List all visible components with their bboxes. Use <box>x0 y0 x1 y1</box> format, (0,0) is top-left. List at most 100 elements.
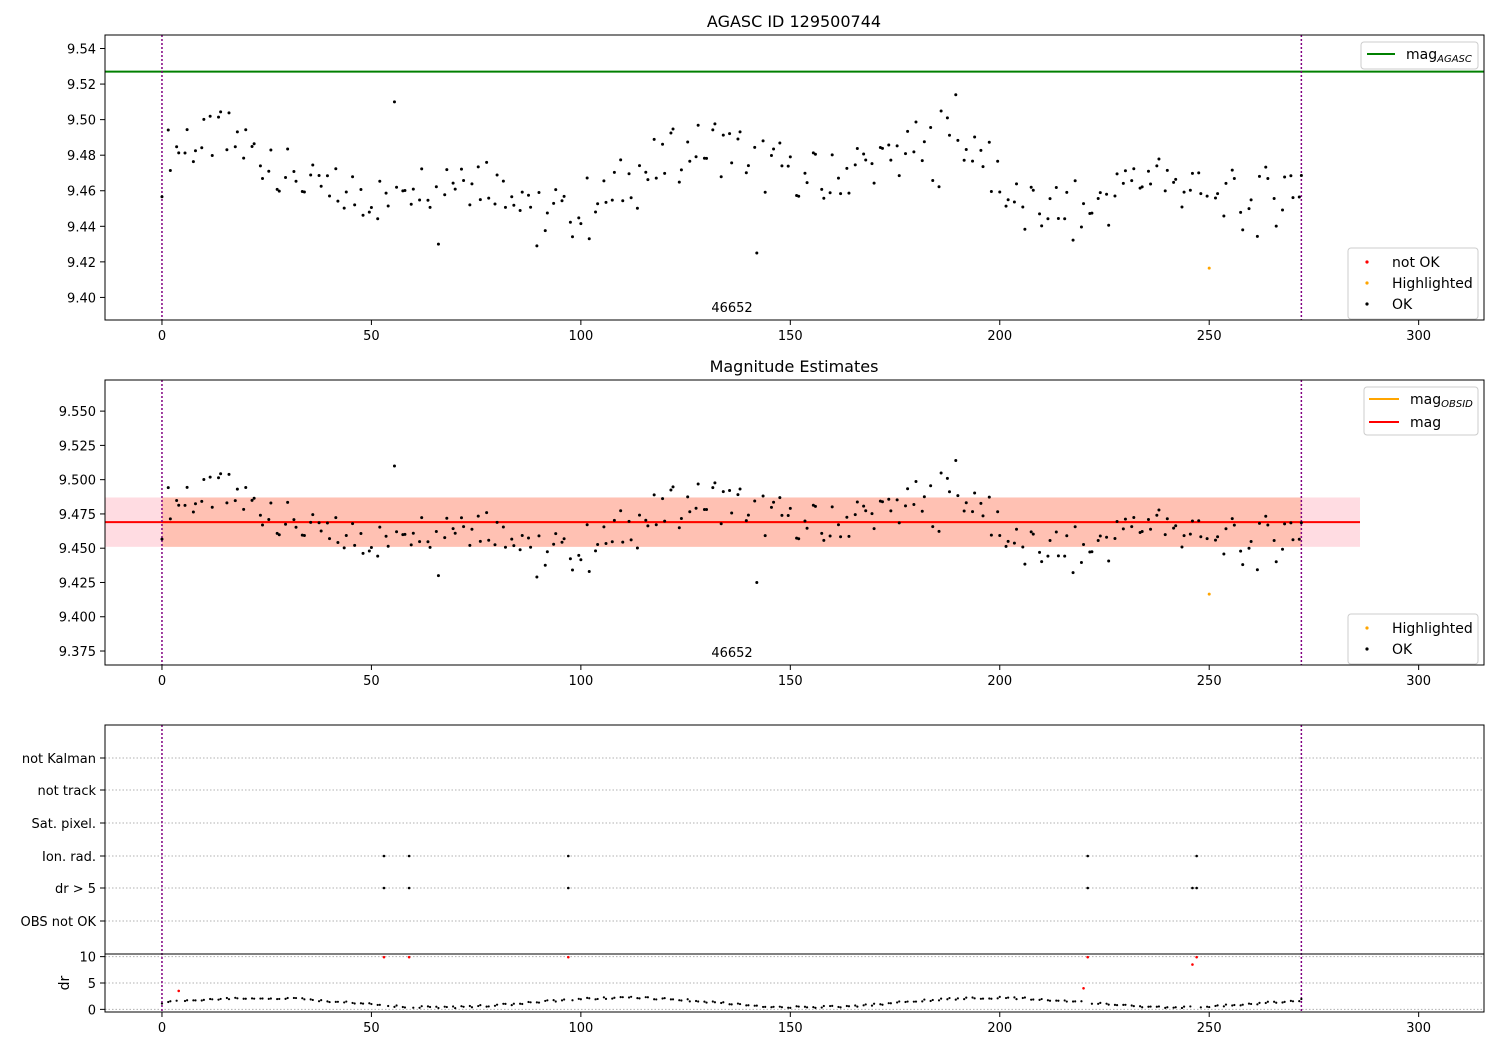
agasc-data-point <box>1224 181 1228 185</box>
dr-point <box>1172 1006 1175 1009</box>
dr-point <box>420 1005 423 1008</box>
magnitude-data-point <box>945 476 949 480</box>
magnitude-data-point <box>361 551 365 555</box>
dr-point <box>820 1006 823 1009</box>
agasc-data-point <box>661 142 665 146</box>
agasc-data-point <box>1040 224 1044 228</box>
dr-point <box>1149 1005 1152 1008</box>
magnitude-data-point <box>761 494 765 498</box>
agasc-data-point <box>845 166 849 170</box>
dr-point <box>619 995 622 999</box>
agasc-data-point <box>862 152 866 156</box>
magnitude-data-point <box>1123 517 1127 521</box>
dr-point <box>577 997 580 1000</box>
dr-point <box>898 1000 901 1003</box>
dr-ytick-label: 0 <box>88 1003 96 1018</box>
dr-point <box>881 1003 884 1006</box>
dr-point <box>1038 998 1041 1001</box>
dr-point <box>426 1005 430 1008</box>
magnitude-data-point <box>242 507 246 511</box>
agasc-xtick-label: 150 <box>778 329 803 344</box>
magnitude-data-point <box>728 488 732 492</box>
magnitude-data-point <box>1174 524 1178 528</box>
magnitude-data-point <box>652 493 656 497</box>
dr-point <box>688 1000 691 1003</box>
dr-point <box>1124 1003 1127 1006</box>
dr-point <box>839 1006 842 1009</box>
dr-point <box>1048 999 1052 1002</box>
dr-point <box>1180 1006 1184 1010</box>
dr-point <box>686 998 689 1001</box>
dr-point <box>678 999 681 1002</box>
agasc-data-point <box>696 123 700 127</box>
agasc-data-point <box>604 200 608 204</box>
magnitude-data-point <box>359 532 363 536</box>
magnitude-data-point <box>887 497 891 501</box>
magnitude-data-point <box>1274 560 1278 564</box>
magnitude-data-point <box>1207 592 1211 596</box>
dr-point <box>627 996 631 999</box>
magnitude-data-point <box>836 523 840 527</box>
dr-point <box>805 1006 809 1009</box>
dr-point <box>529 1001 532 1004</box>
agasc-data-point <box>596 202 600 206</box>
magnitude-data-point <box>1107 559 1111 563</box>
magnitude-data-point <box>1004 544 1008 548</box>
agasc-data-point <box>895 144 899 148</box>
agasc-ytick-label: 9.44 <box>67 220 96 235</box>
dr-point <box>973 997 976 1000</box>
magnitude-data-point <box>981 514 985 518</box>
magnitude-data-point <box>845 515 849 519</box>
magnitude-data-point <box>646 524 650 528</box>
agasc-legend-frame <box>1347 247 1479 320</box>
dr-point <box>495 1003 499 1006</box>
magnitude-data-point <box>1255 568 1259 572</box>
dr-point <box>1258 1001 1261 1004</box>
dr-point <box>468 1004 471 1008</box>
dr-point <box>912 1000 915 1003</box>
magnitude-data-point <box>493 543 497 547</box>
dr-point <box>1231 1004 1234 1007</box>
magnitude-data-point <box>351 522 355 526</box>
magnitude-data-point <box>1149 527 1153 531</box>
dr-point <box>294 996 298 1000</box>
magnitude-data-point <box>1096 538 1100 542</box>
agasc-data-point <box>1174 177 1178 181</box>
magnitude-data-point <box>847 534 851 538</box>
dr-point <box>387 1004 390 1008</box>
agasc-data-point <box>219 110 223 114</box>
dr-point <box>653 998 656 1001</box>
flag-category-label: OBS not OK <box>21 915 97 930</box>
magnitude-data-point <box>537 534 541 538</box>
magnitude-data-point <box>1266 523 1270 527</box>
magnitude-data-point <box>629 538 633 542</box>
magnitude-data-point <box>1257 521 1261 525</box>
agasc-data-point <box>1297 195 1301 199</box>
agasc-data-point <box>1281 208 1285 212</box>
agasc-data-point <box>1182 190 1186 194</box>
dr-point <box>1298 999 1301 1003</box>
magnitude-data-point <box>677 526 681 530</box>
magnitude-data-point <box>585 523 589 527</box>
dr-point <box>940 997 943 1000</box>
agasc-data-point <box>945 116 949 120</box>
agasc-data-point <box>579 222 583 226</box>
dr-point <box>655 998 658 1001</box>
dr-point <box>963 998 966 1001</box>
dr-point <box>1090 1002 1094 1005</box>
agasc-data-point <box>269 148 273 152</box>
agasc-data-point <box>319 184 323 188</box>
dr-point <box>1164 1006 1167 1009</box>
magnitude-data-point <box>1163 533 1167 537</box>
agasc-data-point <box>1038 212 1042 216</box>
flag-category-label: Ion. rad. <box>42 850 96 865</box>
dr-point <box>412 1006 415 1009</box>
dr-point <box>1222 1005 1225 1008</box>
agasc-data-point <box>317 173 321 177</box>
agasc-data-point <box>1205 194 1209 198</box>
magnitude-data-point <box>552 542 556 546</box>
dr-point <box>1189 1005 1192 1008</box>
magnitude-data-point <box>434 529 438 533</box>
agasc-data-point <box>1096 196 1100 200</box>
magnitude-data-point <box>1283 522 1287 526</box>
